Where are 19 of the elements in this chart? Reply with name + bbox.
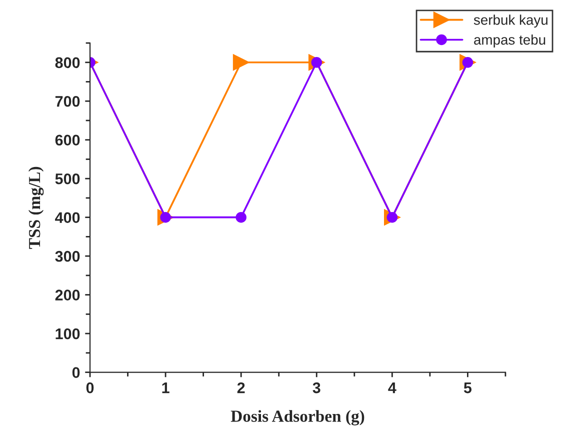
legend-label: serbuk kayu xyxy=(474,14,548,28)
x-tick-label: 2 xyxy=(237,382,245,394)
y-tick-label: 800 xyxy=(55,57,80,68)
y-tick-label: 300 xyxy=(55,250,80,262)
x-tick-label: 1 xyxy=(162,382,170,394)
y-tick-label: 600 xyxy=(55,134,80,146)
y-tick-label: 500 xyxy=(55,173,80,184)
y-tick-label: 700 xyxy=(55,96,80,107)
y-tick-label: 100 xyxy=(56,328,80,340)
x-tick-label: 4 xyxy=(388,382,396,394)
y-tick-label: 0 xyxy=(72,367,80,378)
y-tick-label: 400 xyxy=(55,212,80,224)
x-axis-title: Dosis Adsorben (g) xyxy=(230,410,364,426)
y-axis-title: TSS (mg/L) xyxy=(28,166,44,249)
legend-label: ampas tebu xyxy=(474,34,546,48)
x-tick-label: 5 xyxy=(464,382,472,394)
y-tick-label: 200 xyxy=(55,290,80,300)
x-tick-label: 3 xyxy=(312,382,320,394)
x-tick-label: 0 xyxy=(86,382,94,394)
